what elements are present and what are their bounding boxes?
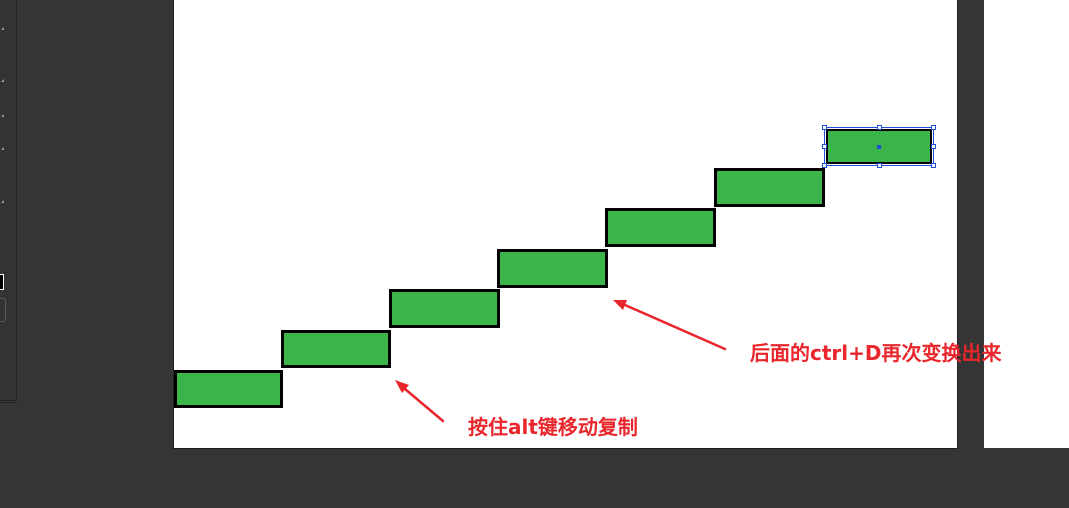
step-rectangle-5[interactable] [605,208,716,247]
step-rectangle-3[interactable] [389,289,500,328]
tools-panel [0,0,17,403]
resize-handle-right[interactable] [931,144,936,149]
resize-handle-left[interactable] [822,144,827,149]
tool-flyout-icon[interactable] [1,114,4,117]
step-rectangle-2[interactable] [281,330,391,368]
fill-swatch[interactable] [0,274,4,290]
resize-handle-bottom-right[interactable] [931,163,936,168]
resize-handle-top-left[interactable] [822,125,827,130]
tool-flyout-icon[interactable] [1,27,4,30]
selection-bounding-box[interactable] [822,125,936,168]
step-rectangle-6[interactable] [714,168,825,207]
resize-handle-top-right[interactable] [931,125,936,130]
resize-handle-bottom[interactable] [877,163,882,168]
resize-handle-bottom-left[interactable] [822,163,827,168]
panel-divider [0,402,16,403]
artboard[interactable] [174,0,957,448]
adjacent-artboard[interactable] [984,0,1069,448]
annotation-ctrl-d: 后面的ctrl+D再次变换出来 [750,341,1002,365]
tool-flyout-icon[interactable] [1,147,4,150]
selection-center-point [877,145,881,149]
annotation-alt-copy: 按住alt键移动复制 [468,415,638,439]
step-rectangle-1[interactable] [174,370,283,408]
tool-flyout-icon[interactable] [1,200,4,203]
resize-handle-top[interactable] [877,125,882,130]
step-rectangle-4[interactable] [497,249,608,288]
stroke-swatch[interactable] [0,298,6,322]
tool-flyout-icon[interactable] [1,79,4,82]
